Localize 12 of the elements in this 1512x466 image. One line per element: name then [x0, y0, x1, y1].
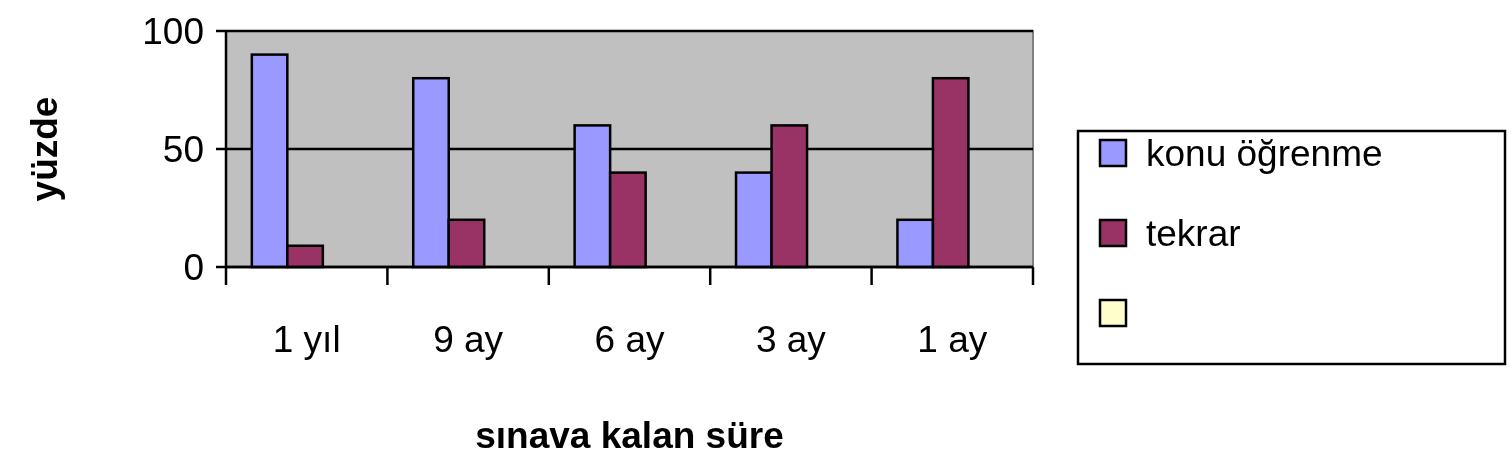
- x-axis-title: sınava kalan süre: [475, 415, 784, 456]
- legend-label: konu öğrenme: [1146, 132, 1383, 174]
- y-axis-title: yüzde: [24, 96, 65, 202]
- y-tick-label: 0: [183, 246, 204, 288]
- legend-label: tekrar: [1146, 212, 1241, 254]
- x-tick-label: 3 ay: [755, 319, 827, 360]
- x-tick-label: 9 ay: [433, 319, 504, 360]
- x-tick-label: 1 ay: [917, 319, 988, 360]
- x-tick-label: 1 yıl: [272, 319, 341, 360]
- x-tick-label: 6 ay: [594, 319, 665, 360]
- y-tick-label: 50: [162, 128, 204, 170]
- y-tick-label: 100: [142, 10, 204, 52]
